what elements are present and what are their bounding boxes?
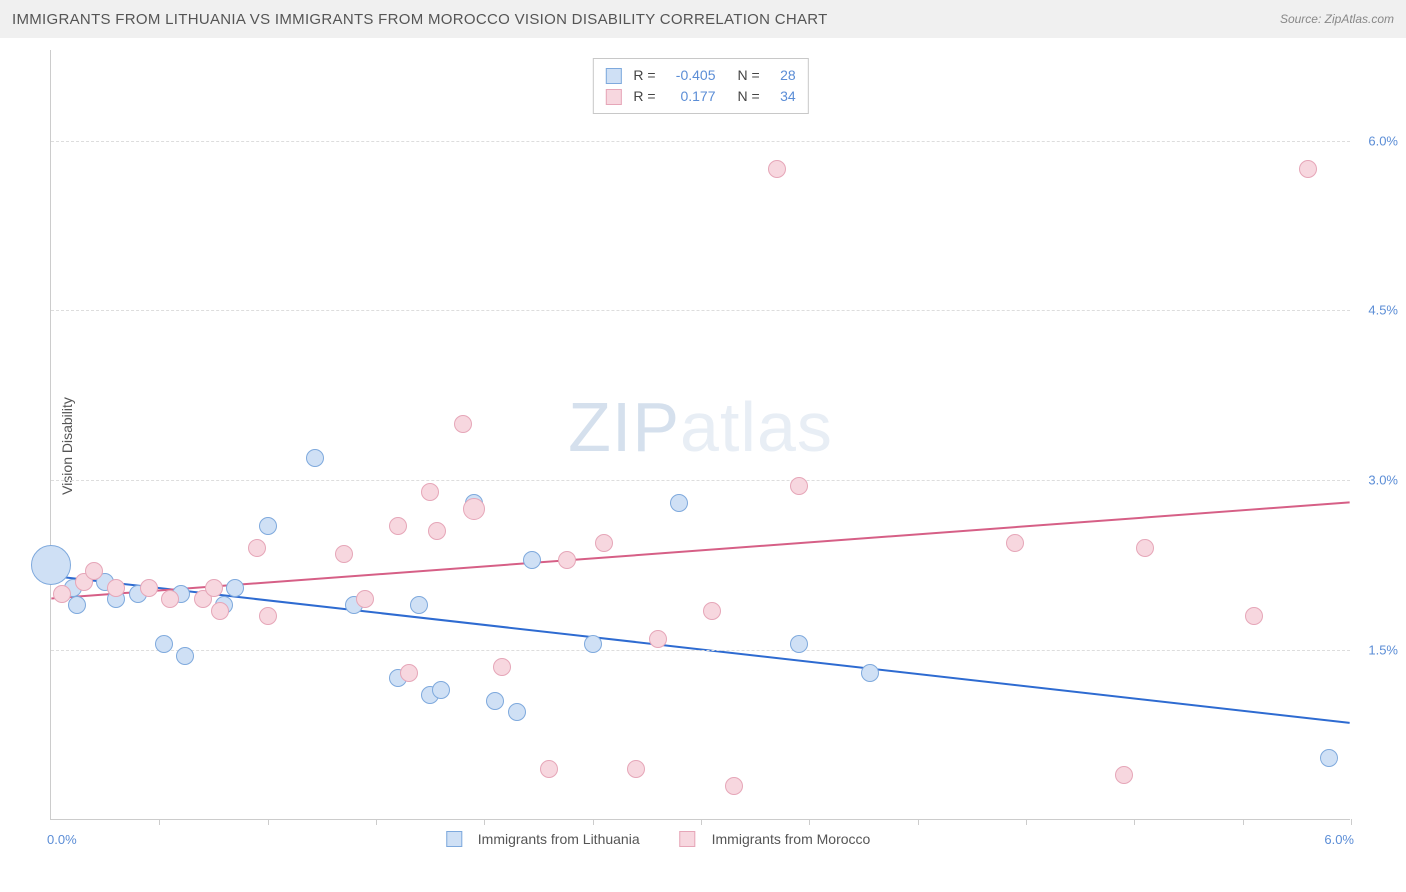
- scatter-point: [31, 545, 71, 585]
- n-label: N =: [738, 65, 760, 86]
- y-tick-label: 4.5%: [1368, 303, 1398, 318]
- legend-swatch: [605, 68, 621, 84]
- source-label: Source: ZipAtlas.com: [1280, 12, 1394, 26]
- r-value: 0.177: [660, 86, 716, 107]
- x-tick: [1351, 819, 1352, 825]
- y-tick-label: 3.0%: [1368, 473, 1398, 488]
- r-label: R =: [633, 86, 655, 107]
- trend-line: [51, 502, 1349, 598]
- scatter-point: [558, 551, 576, 569]
- y-tick-label: 6.0%: [1368, 133, 1398, 148]
- scatter-point: [1006, 534, 1024, 552]
- x-tick: [376, 819, 377, 825]
- scatter-point: [85, 562, 103, 580]
- r-label: R =: [633, 65, 655, 86]
- x-tick: [1026, 819, 1027, 825]
- x-axis-max-label: 6.0%: [1324, 832, 1354, 847]
- scatter-point: [53, 585, 71, 603]
- scatter-point: [68, 596, 86, 614]
- scatter-point: [486, 692, 504, 710]
- scatter-point: [155, 635, 173, 653]
- legend-label: Immigrants from Morocco: [712, 831, 871, 847]
- scatter-point: [1245, 607, 1263, 625]
- scatter-point: [703, 602, 721, 620]
- trend-lines-svg: [51, 50, 1350, 819]
- grid-line: [51, 480, 1350, 481]
- chart-title: IMMIGRANTS FROM LITHUANIA VS IMMIGRANTS …: [12, 11, 828, 28]
- scatter-point: [259, 607, 277, 625]
- grid-line: [51, 141, 1350, 142]
- x-tick: [1243, 819, 1244, 825]
- scatter-point: [205, 579, 223, 597]
- scatter-point: [428, 522, 446, 540]
- scatter-point: [356, 590, 374, 608]
- scatter-point: [306, 449, 324, 467]
- scatter-point: [463, 498, 485, 520]
- legend-swatch: [605, 89, 621, 105]
- legend-label: Immigrants from Lithuania: [478, 831, 640, 847]
- scatter-point: [584, 635, 602, 653]
- n-value: 34: [768, 86, 796, 107]
- x-axis-min-label: 0.0%: [47, 832, 77, 847]
- scatter-point: [432, 681, 450, 699]
- scatter-point: [1115, 766, 1133, 784]
- scatter-point: [140, 579, 158, 597]
- scatter-chart: ZIPatlas R =-0.405N =28R =0.177N =34 0.0…: [50, 50, 1350, 820]
- x-tick: [268, 819, 269, 825]
- scatter-point: [790, 477, 808, 495]
- scatter-point: [211, 602, 229, 620]
- scatter-point: [1136, 539, 1154, 557]
- stats-box: R =-0.405 N = 28 R =0.177 N = 34: [592, 58, 808, 114]
- scatter-point: [389, 517, 407, 535]
- legend: Immigrants from Lithuania Immigrants from…: [446, 831, 871, 847]
- scatter-point: [259, 517, 277, 535]
- x-tick: [918, 819, 919, 825]
- scatter-point: [161, 590, 179, 608]
- scatter-point: [508, 703, 526, 721]
- x-tick: [701, 819, 702, 825]
- scatter-point: [1299, 160, 1317, 178]
- r-value: -0.405: [660, 65, 716, 86]
- scatter-point: [335, 545, 353, 563]
- y-tick-label: 1.5%: [1368, 643, 1398, 658]
- scatter-point: [861, 664, 879, 682]
- scatter-point: [226, 579, 244, 597]
- scatter-point: [454, 415, 472, 433]
- legend-swatch: [446, 831, 462, 847]
- x-tick: [159, 819, 160, 825]
- grid-line: [51, 650, 1350, 651]
- scatter-point: [421, 483, 439, 501]
- scatter-point: [493, 658, 511, 676]
- x-tick: [484, 819, 485, 825]
- header-bar: IMMIGRANTS FROM LITHUANIA VS IMMIGRANTS …: [0, 0, 1406, 38]
- scatter-point: [176, 647, 194, 665]
- x-tick: [1134, 819, 1135, 825]
- scatter-point: [670, 494, 688, 512]
- scatter-point: [248, 539, 266, 557]
- x-tick: [593, 819, 594, 825]
- n-label: N =: [738, 86, 760, 107]
- scatter-point: [523, 551, 541, 569]
- x-tick: [809, 819, 810, 825]
- scatter-point: [540, 760, 558, 778]
- scatter-point: [768, 160, 786, 178]
- scatter-point: [595, 534, 613, 552]
- scatter-point: [725, 777, 743, 795]
- scatter-point: [400, 664, 418, 682]
- legend-item: Immigrants from Lithuania: [446, 831, 640, 847]
- scatter-point: [627, 760, 645, 778]
- stats-row: R =0.177 N = 34: [605, 86, 795, 107]
- scatter-point: [107, 579, 125, 597]
- legend-swatch: [680, 831, 696, 847]
- scatter-point: [1320, 749, 1338, 767]
- grid-line: [51, 310, 1350, 311]
- legend-item: Immigrants from Morocco: [680, 831, 871, 847]
- scatter-point: [410, 596, 428, 614]
- scatter-point: [649, 630, 667, 648]
- watermark-text: ZIPatlas: [568, 387, 833, 467]
- n-value: 28: [768, 65, 796, 86]
- stats-row: R =-0.405 N = 28: [605, 65, 795, 86]
- scatter-point: [790, 635, 808, 653]
